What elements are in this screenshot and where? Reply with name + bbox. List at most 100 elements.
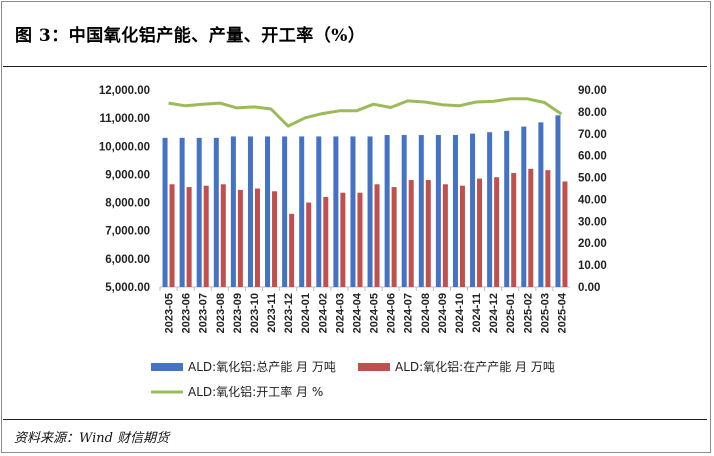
x-tick-label: 2024-03 bbox=[334, 293, 346, 333]
bar-operating-capacity bbox=[442, 184, 448, 287]
bar-total-capacity bbox=[538, 122, 544, 287]
y-right-tick-label: 60.00 bbox=[578, 151, 607, 163]
y-right-tick-label: 40.00 bbox=[578, 194, 607, 206]
bar-operating-capacity bbox=[408, 180, 414, 287]
title-rule bbox=[3, 66, 707, 67]
y-right-tick-label: 30.00 bbox=[578, 216, 607, 228]
bar-operating-capacity bbox=[306, 202, 312, 287]
bar-total-capacity bbox=[470, 133, 476, 287]
bar-total-capacity bbox=[521, 126, 527, 287]
bar-total-capacity bbox=[384, 135, 390, 287]
bar-total-capacity bbox=[213, 137, 219, 287]
x-tick-label: 2024-08 bbox=[420, 293, 432, 333]
y-left-tick-label: 5,000.00 bbox=[105, 282, 150, 294]
bar-operating-capacity bbox=[220, 184, 226, 287]
bar-operating-capacity bbox=[272, 191, 278, 287]
y-right-tick-label: 10.00 bbox=[578, 260, 607, 272]
x-tick-label: 2025-01 bbox=[505, 293, 517, 333]
y-right-tick-label: 50.00 bbox=[578, 173, 607, 185]
bar-operating-capacity bbox=[562, 181, 568, 287]
x-tick-label: 2024-05 bbox=[369, 293, 381, 333]
bar-operating-capacity bbox=[494, 177, 500, 287]
source-rule bbox=[3, 419, 707, 420]
x-tick-label: 2024-06 bbox=[386, 293, 398, 333]
x-tick-label: 2024-02 bbox=[317, 293, 329, 333]
x-tick-label: 2023-11 bbox=[266, 293, 278, 333]
figure-title: 图 3：中国氧化铝产能、产量、开工率（%） bbox=[15, 26, 366, 46]
y-right-tick-label: 0.00 bbox=[578, 282, 600, 294]
line-operating-rate bbox=[168, 97, 563, 128]
bar-total-capacity bbox=[265, 136, 271, 287]
bar-operating-capacity bbox=[528, 168, 534, 287]
y-left-tick-label: 9,000.00 bbox=[105, 169, 150, 181]
x-tick-label: 2024-09 bbox=[437, 293, 449, 333]
x-tick-label: 2024-01 bbox=[300, 293, 312, 333]
source-note: 资料来源：Wind 财信期货 bbox=[14, 431, 170, 446]
y-left-tick-label: 6,000.00 bbox=[105, 254, 150, 266]
bar-total-capacity bbox=[282, 136, 288, 287]
legend-label-total-capacity: ALD:氧化铝:总产能 月 万吨 bbox=[188, 359, 336, 374]
y-left-tick-label: 11,000.00 bbox=[99, 113, 150, 125]
bar-operating-capacity bbox=[203, 185, 209, 287]
x-tick-label: 2023-07 bbox=[198, 293, 210, 333]
bar-operating-capacity bbox=[254, 188, 260, 287]
bar-operating-capacity bbox=[391, 187, 397, 287]
x-tick-label: 2023-12 bbox=[283, 293, 295, 333]
bar-total-capacity bbox=[162, 137, 168, 287]
y-right-tick-label: 80.00 bbox=[578, 107, 607, 119]
legend-label-operating-capacity: ALD:氧化铝:在产产能 月 万吨 bbox=[395, 359, 555, 374]
bar-total-capacity bbox=[299, 136, 305, 287]
bar-total-capacity bbox=[247, 136, 253, 287]
x-tick-label: 2023-05 bbox=[164, 293, 176, 333]
bar-total-capacity bbox=[555, 115, 561, 287]
y-right-tick-label: 90.00 bbox=[578, 85, 607, 97]
bar-operating-capacity bbox=[186, 187, 192, 287]
bar-operating-capacity bbox=[459, 185, 465, 287]
bar-total-capacity bbox=[316, 136, 322, 287]
bar-operating-capacity bbox=[545, 170, 551, 287]
x-tick-label: 2023-10 bbox=[249, 293, 261, 333]
bar-total-capacity bbox=[179, 137, 185, 287]
x-tick-label: 2023-08 bbox=[215, 293, 227, 333]
y-right-tick-label: 70.00 bbox=[578, 129, 607, 141]
bar-total-capacity bbox=[418, 135, 424, 287]
bar-total-capacity bbox=[401, 135, 407, 287]
bar-total-capacity bbox=[350, 136, 356, 287]
y-left-tick-label: 8,000.00 bbox=[105, 198, 150, 210]
bar-operating-capacity bbox=[169, 184, 175, 287]
bar-operating-capacity bbox=[374, 184, 380, 287]
y-left-tick-label: 10,000.00 bbox=[99, 141, 150, 153]
bar-operating-capacity bbox=[477, 178, 483, 287]
x-tick-label: 2024-11 bbox=[471, 293, 483, 333]
bar-operating-capacity bbox=[357, 192, 363, 287]
x-tick-label: 2023-09 bbox=[232, 293, 244, 333]
x-tick-label: 2023-06 bbox=[181, 293, 193, 333]
bar-operating-capacity bbox=[340, 192, 346, 287]
bar-total-capacity bbox=[333, 136, 339, 287]
y-left-tick-label: 12,000.00 bbox=[99, 85, 150, 97]
bar-operating-capacity bbox=[511, 173, 517, 287]
x-tick-label: 2025-04 bbox=[556, 292, 568, 333]
x-tick-label: 2025-02 bbox=[522, 293, 534, 333]
x-tick-label: 2024-10 bbox=[454, 293, 466, 333]
x-tick-label: 2024-12 bbox=[488, 293, 500, 333]
bar-total-capacity bbox=[367, 136, 373, 287]
legend-swatch-operating-capacity bbox=[358, 363, 390, 371]
bar-total-capacity bbox=[452, 135, 458, 287]
bar-operating-capacity bbox=[323, 196, 329, 287]
legend-label-operating-rate: ALD:氧化铝:开工率 月 % bbox=[188, 384, 323, 399]
x-tick-label: 2024-04 bbox=[351, 292, 363, 333]
bar-total-capacity bbox=[230, 136, 236, 287]
bar-total-capacity bbox=[435, 135, 441, 287]
y-left-tick-label: 7,000.00 bbox=[105, 226, 150, 238]
x-tick-label: 2025-03 bbox=[539, 293, 551, 333]
x-tick-label: 2024-07 bbox=[403, 293, 415, 333]
legend-swatch-total-capacity bbox=[151, 363, 183, 371]
bar-total-capacity bbox=[504, 130, 510, 287]
bar-operating-capacity bbox=[237, 189, 243, 287]
y-right-tick-label: 20.00 bbox=[578, 238, 607, 250]
bar-total-capacity bbox=[196, 137, 202, 287]
bar-total-capacity bbox=[487, 132, 493, 287]
